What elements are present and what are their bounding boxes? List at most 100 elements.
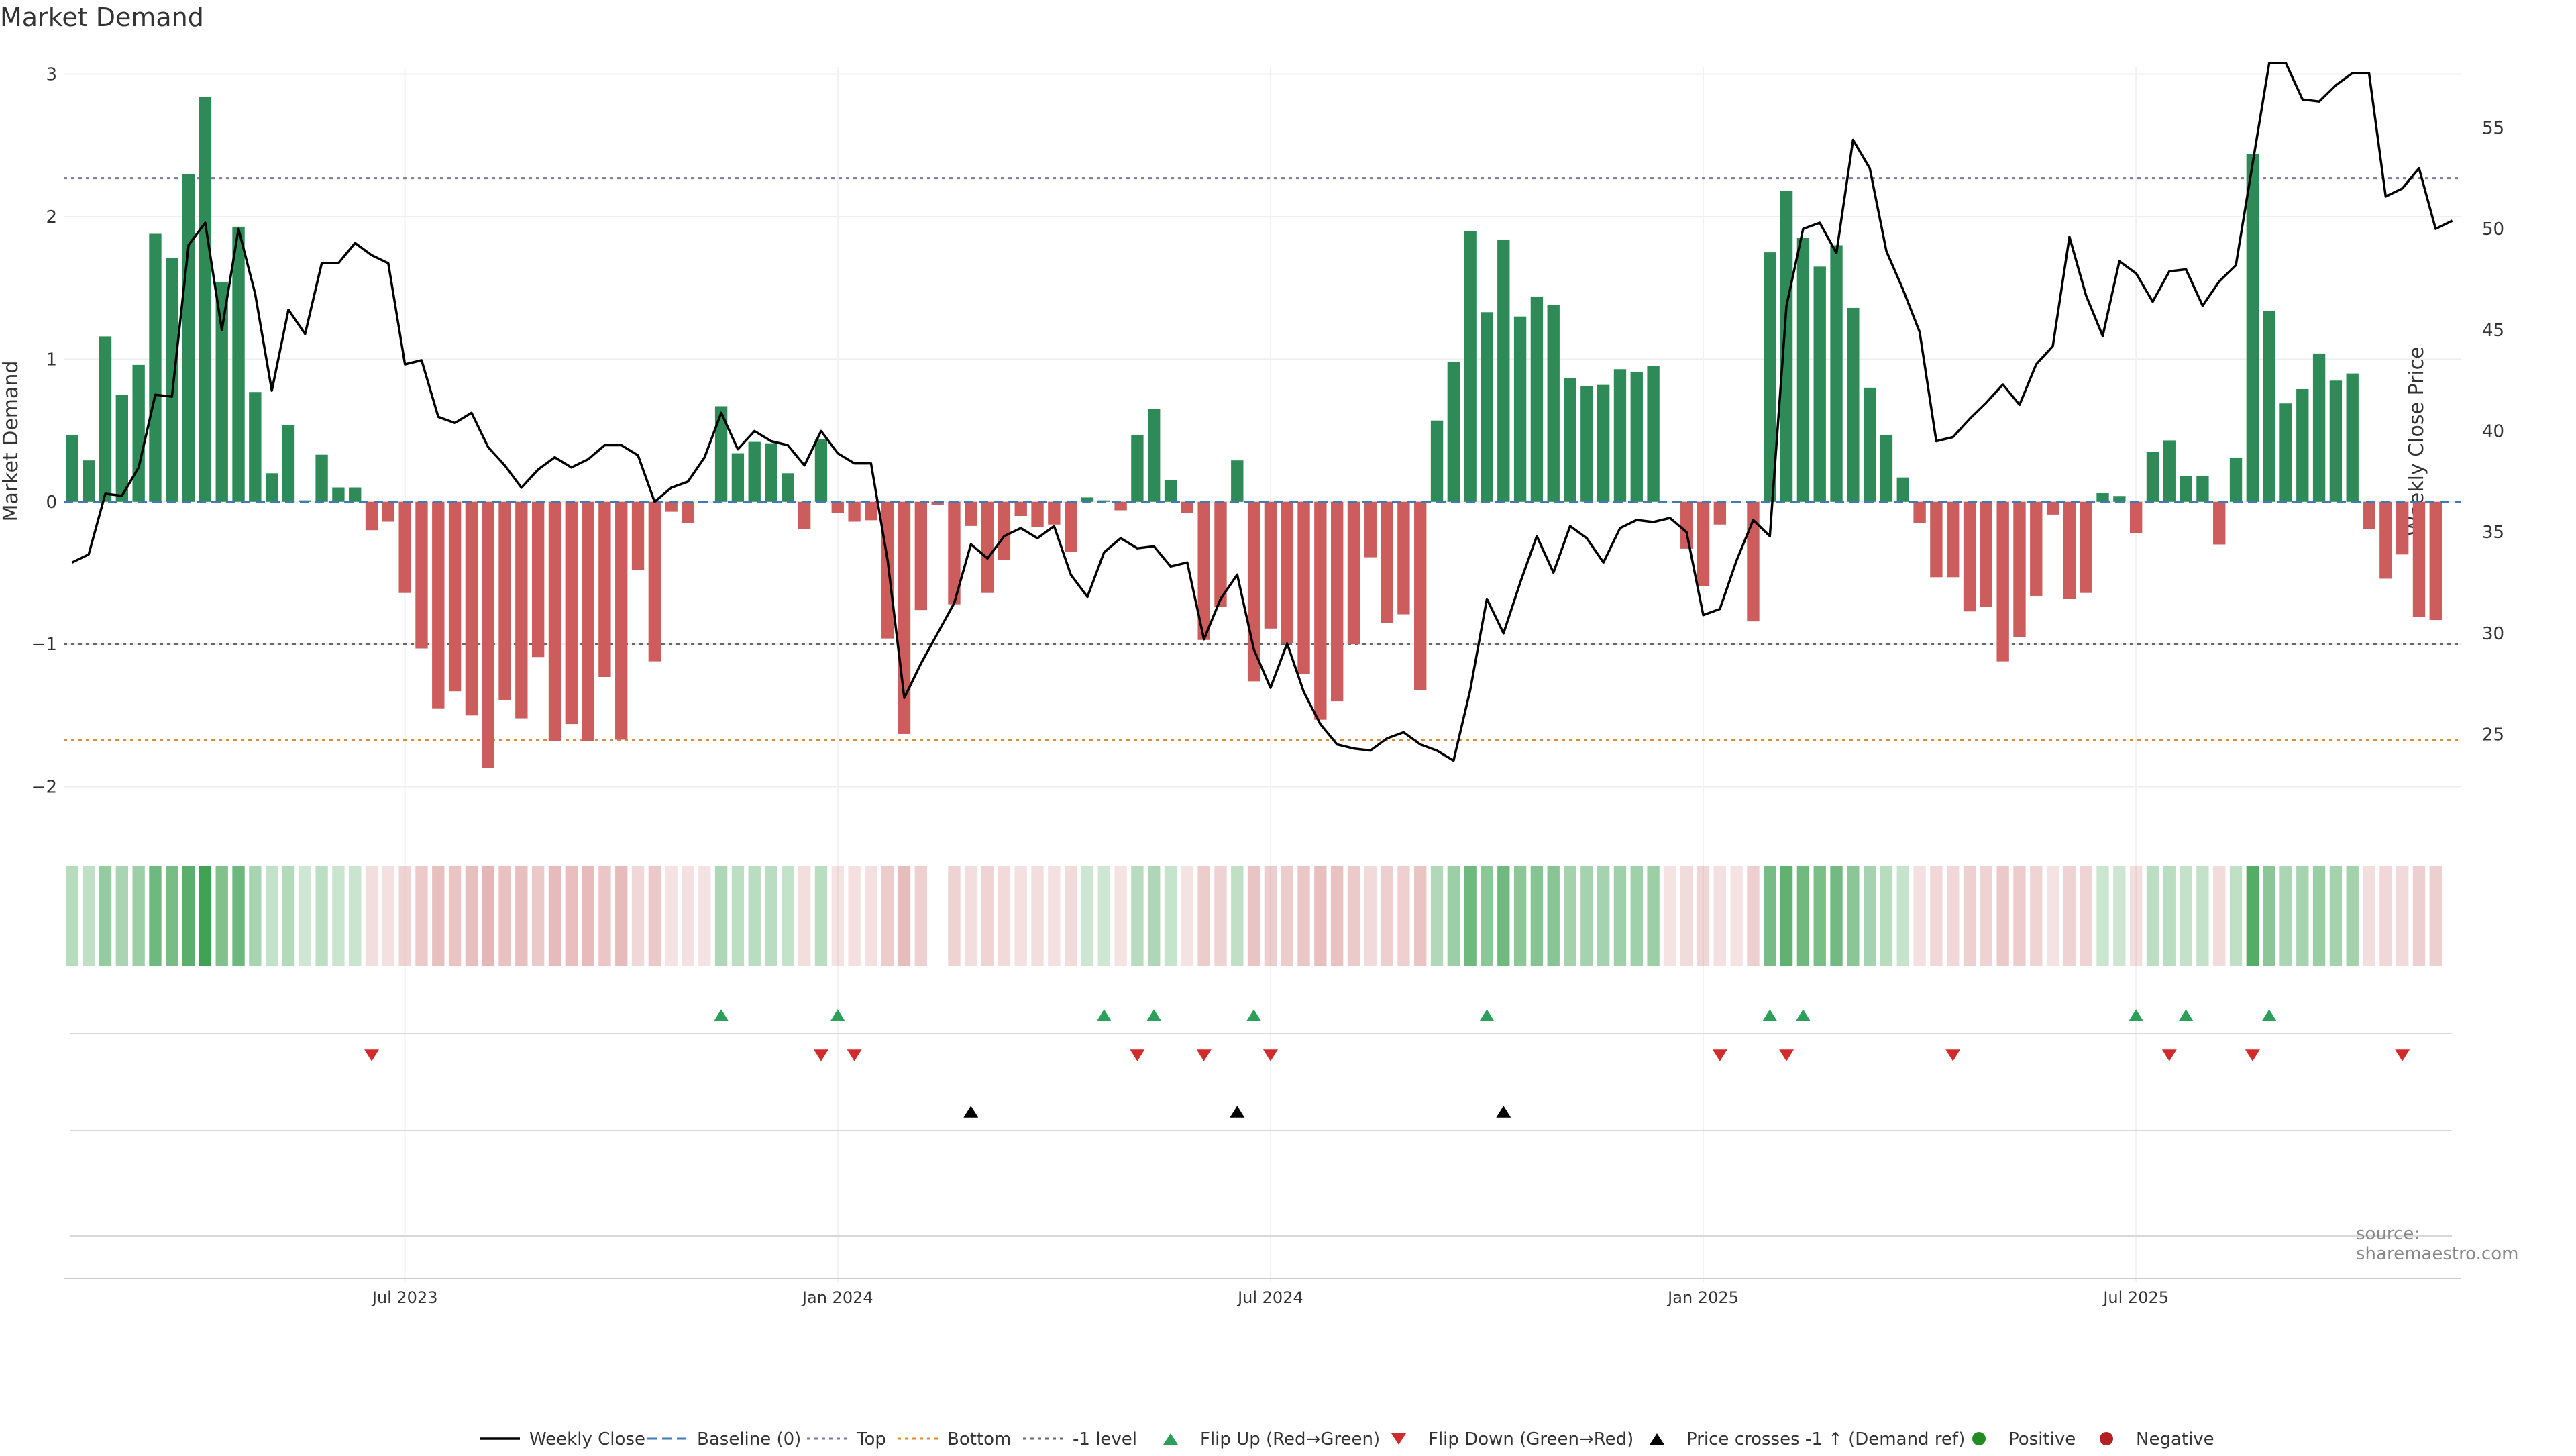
heat-strip-cell: [1081, 866, 1094, 966]
demand-bar: [1697, 501, 1710, 586]
demand-bar: [748, 441, 761, 502]
heat-strip-cell: [1447, 866, 1460, 966]
demand-bar: [848, 501, 861, 522]
demand-bar: [798, 501, 811, 529]
legend-swatch-icon: [807, 1437, 847, 1440]
legend-swatch-icon: [1023, 1437, 1063, 1440]
demand-bar: [2346, 373, 2359, 502]
legend-label: Flip Up (Red→Green): [1200, 1429, 1381, 1449]
heat-strip-cell: [232, 866, 245, 966]
legend-label: -1 level: [1073, 1429, 1138, 1449]
heat-strip-cell: [2096, 866, 2109, 966]
demand-bar: [1397, 501, 1410, 615]
demand-bar: [1564, 377, 1576, 502]
demand-bar: [2046, 501, 2059, 515]
heat-strip-cell: [1381, 866, 1393, 966]
heat-strip-cell: [149, 866, 162, 966]
demand-bar: [1281, 501, 1293, 643]
demand-bar: [965, 501, 977, 526]
heat-strip-cell: [1996, 866, 2009, 966]
demand-bar: [1880, 434, 1893, 502]
heat-strip-cell: [565, 866, 578, 966]
demand-bar: [2013, 501, 2026, 637]
heat-strip-cell: [2429, 866, 2442, 966]
chart-legend: Weekly Close Baseline (0) Top Bottom -1 leve…: [0, 1429, 2576, 1456]
demand-bar: [1481, 312, 1493, 502]
heat-strip-cell: [914, 866, 928, 966]
flip-up-marker: [2261, 1009, 2277, 1021]
heat-strip-cell: [2063, 866, 2076, 966]
heat-strip-cell: [1780, 866, 1793, 966]
heat-strip-cell: [1930, 866, 1943, 966]
demand-bar: [1264, 501, 1277, 629]
heat-strip-cell: [782, 866, 794, 966]
heat-strip-cell: [1647, 866, 1660, 966]
heat-strip-cell: [2180, 866, 2192, 966]
heat-strip-cell: [115, 866, 129, 966]
demand-bar: [898, 501, 911, 734]
demand-bar: [948, 501, 961, 605]
demand-bar: [1164, 480, 1177, 502]
demand-bar: [998, 501, 1011, 560]
demand-bar: [1464, 231, 1477, 502]
heat-strip-cell: [682, 866, 694, 966]
demand-bar: [1447, 362, 1460, 502]
heat-strip-cell: [1530, 866, 1544, 966]
heat-strip-cell: [166, 866, 178, 966]
demand-bar: [598, 501, 611, 677]
demand-bar: [2246, 154, 2259, 502]
demand-bar: [981, 501, 994, 593]
demand-bar: [1980, 501, 1993, 607]
demand-bar: [249, 392, 262, 502]
demand-bar: [365, 501, 378, 531]
demand-bar: [2396, 501, 2409, 555]
demand-bar: [665, 501, 678, 512]
y-tick-label: −1: [32, 635, 57, 655]
heat-strip-cell: [1330, 866, 1344, 966]
heat-strip-cell: [731, 866, 745, 966]
y2-tick-label: 55: [2482, 118, 2504, 138]
heat-strip-cell: [515, 866, 528, 966]
demand-bar: [1513, 316, 1527, 502]
demand-bar: [1131, 434, 1144, 502]
demand-bar: [648, 501, 661, 662]
demand-bar: [2080, 501, 2092, 593]
heat-strip-cell: [814, 866, 828, 966]
legend-swatch-icon: [647, 1437, 688, 1440]
heat-strip-cell: [349, 866, 362, 966]
legend-label: Weekly Close: [529, 1429, 645, 1449]
heat-strip-cell: [1980, 866, 1993, 966]
heat-strip-cell: [1547, 866, 1560, 966]
heat-strip-cell: [1847, 866, 1860, 966]
heat-strip-cell: [2129, 866, 2143, 966]
heat-strip-cell: [2046, 866, 2059, 966]
legend-item: Weekly Close: [480, 1429, 645, 1449]
heat-strip-cell: [2246, 866, 2259, 966]
y2-tick-label: 30: [2482, 624, 2504, 644]
demand-bar: [2429, 501, 2442, 621]
heat-strip-cell: [415, 866, 428, 966]
demand-bar: [166, 258, 178, 502]
demand-bar: [1247, 501, 1260, 682]
demand-bar: [2279, 403, 2292, 502]
heat-strip-cell: [1131, 866, 1144, 966]
demand-bar: [1597, 384, 1610, 502]
demand-bar: [1297, 501, 1310, 674]
heat-strip-cell: [1613, 866, 1627, 966]
flip-up-marker: [2129, 1009, 2144, 1021]
flip-up-marker: [1795, 1009, 1811, 1021]
demand-bar: [1580, 386, 1593, 502]
demand-bar: [1381, 501, 1393, 623]
flip-up-marker: [1096, 1009, 1112, 1021]
y-tick-label: −2: [32, 778, 57, 798]
heat-strip-cell: [598, 866, 611, 966]
demand-bar: [2113, 496, 2126, 502]
heat-strip-cell: [881, 866, 894, 966]
weekly-close-line: [71, 62, 2453, 762]
demand-bar: [1347, 501, 1360, 645]
y-tick-label: 0: [46, 492, 57, 513]
heat-strip-cell: [965, 866, 977, 966]
demand-bar: [1148, 409, 1161, 502]
heat-strip-cell: [1231, 866, 1244, 966]
heat-strip-cell: [1896, 866, 1909, 966]
